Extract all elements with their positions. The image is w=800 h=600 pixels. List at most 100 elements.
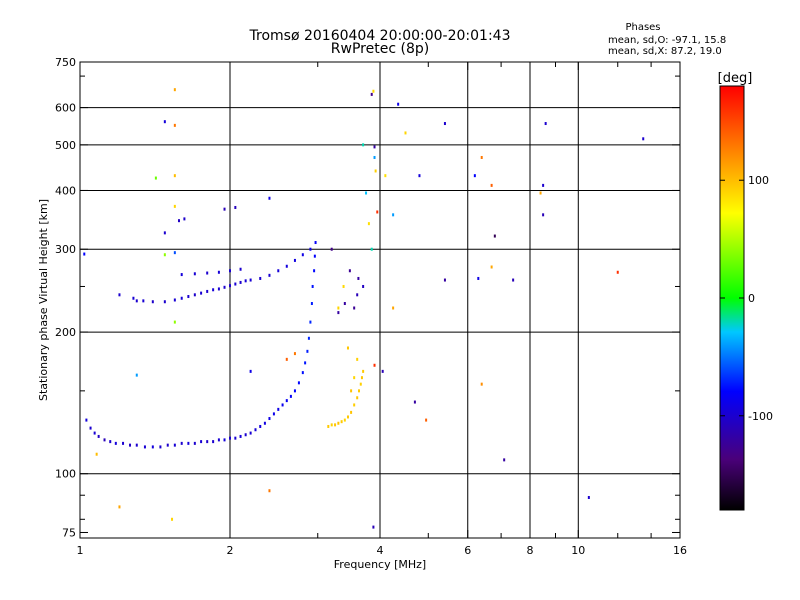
x-tick-label: 1	[77, 544, 84, 557]
grid-lines	[80, 62, 680, 538]
data-point	[244, 279, 247, 283]
colorbar-tick-label: 100	[748, 174, 769, 187]
colorbar-tick-label: 0	[748, 292, 755, 305]
data-point	[642, 137, 645, 141]
data-point	[177, 219, 180, 223]
data-point	[154, 176, 157, 180]
data-point	[259, 276, 262, 280]
x-axis-label: Frequency [MHz]	[334, 558, 426, 571]
data-point	[362, 143, 365, 147]
data-point	[373, 145, 376, 149]
data-point	[132, 296, 135, 300]
data-point	[285, 357, 288, 361]
data-point	[206, 440, 209, 444]
data-point	[229, 284, 231, 288]
data-point	[374, 169, 377, 173]
data-point	[109, 440, 112, 444]
data-point	[334, 423, 337, 427]
data-point	[289, 394, 292, 398]
data-point	[367, 222, 370, 226]
chart-subtitle: RwPretec (8p)	[331, 41, 429, 57]
data-point	[350, 389, 353, 393]
data-point	[443, 122, 446, 126]
data-point	[357, 276, 360, 280]
data-point	[217, 270, 220, 274]
data-point	[229, 436, 231, 440]
data-point	[173, 298, 176, 302]
data-point	[173, 123, 176, 127]
data-point	[163, 120, 166, 124]
data-point	[544, 122, 547, 126]
data-point	[206, 289, 209, 293]
x-tick-label: 10	[571, 544, 585, 557]
chart-title: Tromsø 20160404 20:00:00-20:01:43	[249, 28, 511, 44]
data-point	[311, 284, 314, 288]
data-point	[340, 420, 343, 424]
data-point	[268, 489, 271, 493]
data-point	[239, 434, 242, 438]
data-point	[404, 131, 407, 135]
data-point	[114, 441, 117, 445]
data-point	[272, 412, 275, 416]
data-point	[314, 241, 317, 245]
data-point	[343, 418, 346, 422]
data-point	[118, 293, 121, 297]
data-point	[89, 426, 92, 430]
data-point	[473, 174, 476, 178]
data-point	[309, 247, 312, 251]
data-point	[142, 299, 145, 303]
x-tick-label: 2	[227, 544, 234, 557]
data-point	[350, 410, 353, 414]
data-point	[268, 196, 271, 200]
data-point	[187, 295, 190, 299]
data-point	[304, 361, 307, 365]
data-point	[166, 443, 169, 447]
y-tick-label: 100	[55, 468, 76, 481]
data-point	[249, 278, 252, 282]
data-point	[357, 389, 360, 393]
data-point	[373, 155, 376, 159]
data-point	[362, 284, 365, 288]
data-point	[373, 363, 376, 367]
data-point	[151, 445, 154, 449]
data-point	[356, 293, 359, 297]
data-point	[360, 376, 363, 380]
data-point	[223, 207, 226, 211]
data-point	[118, 505, 121, 509]
data-point	[327, 424, 330, 428]
data-point	[542, 213, 545, 217]
x-axis-ticks: 1 2 4 6 8 10 16	[77, 62, 687, 557]
data-point	[425, 418, 428, 422]
data-point	[151, 300, 154, 304]
data-point	[542, 183, 545, 187]
y-axis-label: Stationary phase Virtual Height [km]	[37, 199, 50, 401]
data-point	[180, 296, 183, 300]
data-point	[234, 205, 237, 209]
data-point	[346, 346, 349, 350]
data-point	[539, 191, 542, 195]
colorbar-tick-label: -100	[748, 410, 773, 423]
x-tick-label: 4	[377, 544, 384, 557]
data-point	[193, 441, 196, 445]
data-point	[343, 302, 346, 306]
data-point	[122, 441, 125, 445]
data-point	[616, 270, 619, 274]
data-point	[477, 276, 480, 280]
data-point	[330, 423, 333, 427]
data-point	[362, 369, 365, 373]
data-point	[85, 418, 88, 422]
data-point	[83, 252, 86, 256]
data-point	[293, 258, 296, 262]
data-point	[159, 445, 162, 449]
data-point	[392, 213, 395, 217]
y-tick-label: 400	[55, 184, 76, 197]
x-tick-label: 6	[464, 544, 471, 557]
data-point	[95, 452, 98, 456]
data-point	[337, 311, 340, 315]
data-point	[297, 381, 300, 385]
data-point	[163, 253, 166, 257]
y-axis-ticks: 75 100 200 300 400 500 600 750	[55, 56, 680, 539]
y-tick-label: 500	[55, 139, 76, 152]
data-point	[173, 251, 176, 255]
data-point	[356, 357, 359, 361]
